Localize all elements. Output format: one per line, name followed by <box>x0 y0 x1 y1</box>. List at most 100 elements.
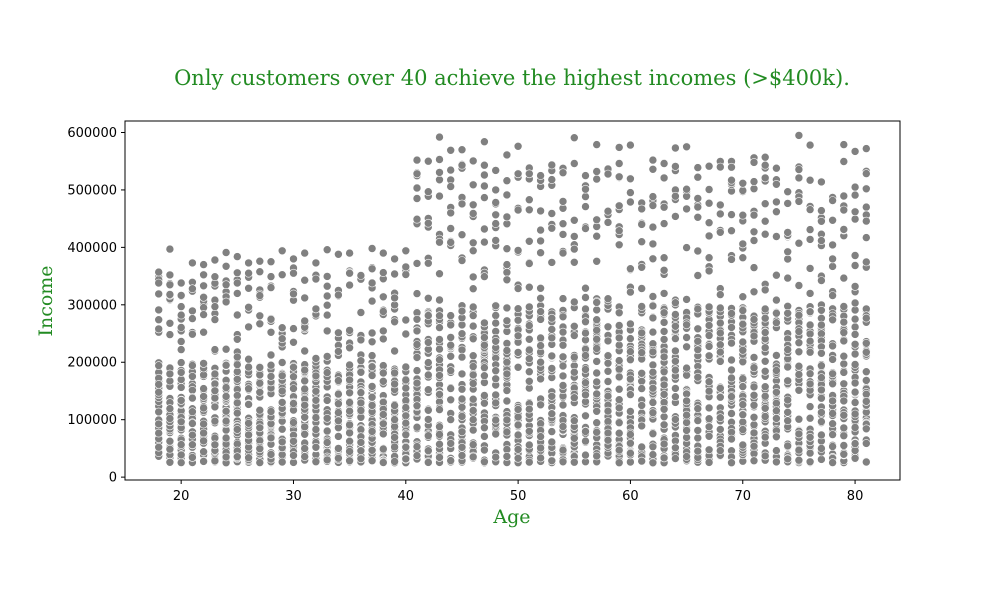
data-point <box>547 175 557 184</box>
data-point <box>480 432 489 441</box>
data-point <box>289 384 298 393</box>
data-point <box>817 393 826 403</box>
data-point <box>760 229 770 239</box>
data-point <box>412 442 422 451</box>
data-point <box>536 341 545 350</box>
data-point <box>154 380 163 389</box>
data-point <box>524 457 534 467</box>
data-point <box>581 411 590 421</box>
data-point <box>423 218 433 228</box>
data-point <box>334 389 343 399</box>
data-point <box>491 318 501 328</box>
data-point <box>322 368 332 377</box>
y-tick-label: 400000 <box>67 241 117 256</box>
data-point <box>165 369 175 379</box>
data-point <box>345 406 354 416</box>
data-point <box>626 188 635 197</box>
data-point <box>603 428 613 438</box>
data-point <box>401 362 411 372</box>
data-point <box>423 415 433 424</box>
data-point <box>221 392 231 401</box>
data-point <box>210 456 220 466</box>
data-point <box>850 360 860 369</box>
data-point <box>468 246 478 255</box>
data-point <box>715 290 725 299</box>
data-point <box>704 431 714 441</box>
data-point <box>671 310 680 319</box>
data-point <box>210 416 220 426</box>
data-point <box>480 137 489 146</box>
data-point <box>794 165 804 174</box>
x-axis-label: Age <box>492 506 530 528</box>
data-point <box>671 298 680 308</box>
data-point <box>704 377 714 387</box>
data-point <box>390 317 399 327</box>
data-point <box>727 373 736 383</box>
data-point <box>502 275 512 285</box>
data-point <box>547 313 557 323</box>
data-point <box>244 384 253 394</box>
data-point <box>435 355 444 365</box>
data-point <box>738 337 748 347</box>
data-point <box>334 416 343 426</box>
data-point <box>592 298 602 307</box>
data-point <box>547 325 557 334</box>
data-point <box>727 409 736 418</box>
data-point <box>861 367 871 377</box>
data-point <box>839 336 849 346</box>
data-point <box>300 365 310 375</box>
data-point <box>423 431 433 441</box>
data-point <box>423 187 433 196</box>
scatter-points <box>154 131 871 468</box>
data-point <box>446 333 456 342</box>
data-point <box>760 432 770 442</box>
data-point <box>300 293 310 303</box>
data-point <box>468 406 478 415</box>
data-point <box>727 309 736 318</box>
data-point <box>524 205 534 215</box>
data-point <box>783 407 793 417</box>
data-point <box>221 406 231 416</box>
data-point <box>199 428 208 438</box>
data-point <box>502 396 512 406</box>
data-point <box>738 345 748 355</box>
data-point <box>569 133 579 142</box>
data-point <box>300 376 310 386</box>
data-point <box>581 184 590 194</box>
data-point <box>502 346 512 355</box>
data-point <box>491 452 501 462</box>
data-point <box>682 333 691 342</box>
data-point <box>760 328 770 337</box>
data-point <box>817 373 826 382</box>
data-point <box>345 428 354 438</box>
data-point <box>749 412 759 422</box>
data-point <box>412 451 422 460</box>
data-point <box>244 302 253 312</box>
data-point <box>760 356 770 366</box>
data-point <box>502 303 512 313</box>
data-point <box>154 315 163 325</box>
data-point <box>311 395 321 405</box>
data-point <box>749 400 759 410</box>
data-point <box>727 162 736 172</box>
data-point <box>378 410 388 419</box>
data-point <box>188 284 197 294</box>
data-point <box>850 439 860 448</box>
data-point <box>289 268 298 278</box>
data-point <box>289 254 298 264</box>
data-point <box>524 195 534 204</box>
data-point <box>659 412 669 422</box>
data-point <box>783 441 793 451</box>
data-point <box>861 424 871 434</box>
data-point <box>817 320 826 330</box>
data-point <box>188 372 197 381</box>
data-point <box>581 365 590 374</box>
data-point <box>334 453 343 463</box>
data-point <box>772 414 781 423</box>
data-point <box>165 404 175 413</box>
data-point <box>715 209 725 219</box>
data-point <box>165 436 175 446</box>
data-point <box>794 385 804 395</box>
data-point <box>648 383 658 393</box>
data-point <box>794 131 804 140</box>
